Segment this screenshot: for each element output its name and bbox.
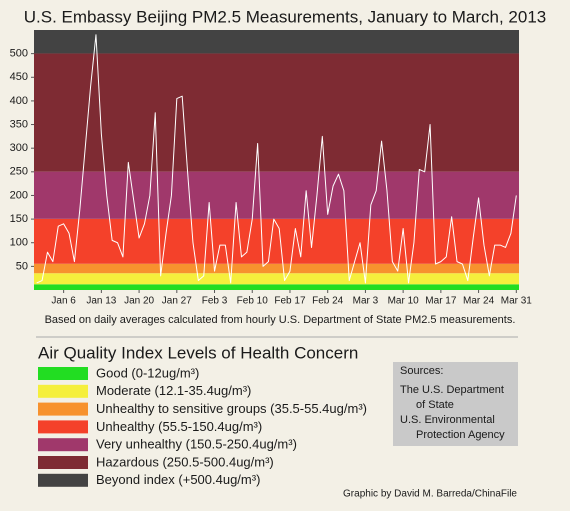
y-tick-label: 150 [10,213,28,225]
y-tick-label: 500 [10,48,28,60]
source-line: U.S. Environmental [400,414,495,426]
credit: Graphic by David M. Barreda/ChinaFile [343,489,517,500]
y-tick-label: 200 [10,189,28,201]
y-tick-label: 300 [10,142,28,154]
sources-box [393,362,518,446]
chart-title: U.S. Embassy Beijing PM2.5 Measurements,… [24,7,547,26]
legend-label: Beyond index (+500.4ug/m³) [96,472,260,487]
y-tick-label: 350 [10,118,28,130]
aqi-band [34,263,519,274]
y-tick-label: 450 [10,71,28,83]
x-tick-label: Mar 31 [501,296,533,307]
source-line: of State [416,399,454,411]
aqi-band [34,53,519,172]
x-tick-label: Jan 6 [51,296,76,307]
legend-label: Hazardous (250.5-500.4ug/m³) [96,454,274,469]
aqi-band [34,171,519,219]
aqi-band [34,30,519,54]
source-line: Protection Agency [416,429,505,441]
legend-swatch [38,384,88,398]
x-tick-label: Jan 27 [162,296,192,307]
x-tick-label: Feb 10 [237,296,269,307]
legend-swatch [38,456,88,469]
legend-swatch [38,438,88,452]
x-tick-label: Jan 20 [124,296,154,307]
aqi-band [34,273,519,285]
source-line: The U.S. Department [400,384,504,396]
x-tick-label: Mar 17 [425,296,457,307]
legend-label: Very unhealthy (150.5-250.4ug/m³) [96,437,297,452]
legend-label: Good (0-12ug/m³) [96,365,199,380]
legend-title: Air Quality Index Levels of Health Conce… [38,343,358,362]
sources-heading: Sources: [400,365,443,377]
x-tick-label: Jan 13 [86,296,116,307]
x-tick-label: Mar 3 [353,296,379,307]
x-tick-label: Feb 3 [202,296,228,307]
y-tick-label: 400 [10,95,28,107]
y-tick-label: 50 [16,260,28,272]
aqi-band [34,284,519,290]
legend-label: Unhealthy to sensitive groups (35.5-55.4… [96,401,367,416]
x-tick-label: Mar 24 [463,296,495,307]
y-tick-label: 250 [10,166,28,178]
legend-label: Moderate (12.1-35.4ug/m³) [96,383,251,398]
x-tick-label: Mar 10 [388,296,420,307]
x-tick-label: Feb 24 [312,296,344,307]
legend-swatch [38,420,88,434]
legend-swatch [38,402,88,416]
caption: Based on daily averages calculated from … [45,314,516,326]
legend-label: Unhealthy (55.5-150.4ug/m³) [96,419,262,434]
legend-swatch [38,367,88,380]
legend-swatch [38,473,88,487]
x-tick-label: Feb 17 [274,296,306,307]
y-tick-label: 100 [10,237,28,249]
data-line [36,34,517,284]
